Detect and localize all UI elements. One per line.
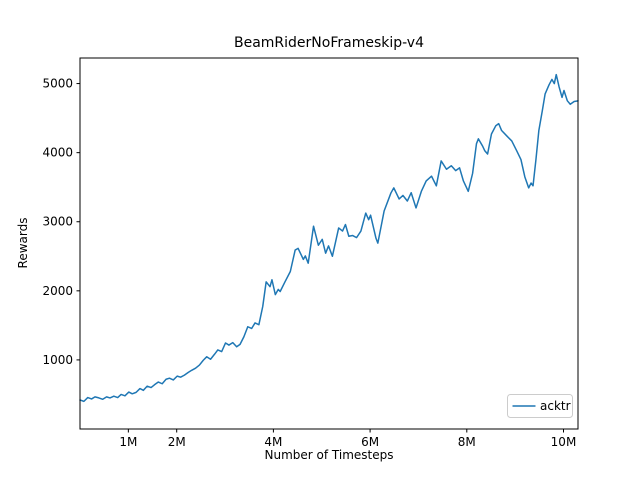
y-tick-label: 4000 bbox=[42, 146, 73, 160]
y-axis-ticks: 1000 2000 3000 4000 5000 bbox=[42, 77, 80, 367]
x-tick-label: 6M bbox=[361, 435, 379, 449]
x-tick-label: 8M bbox=[458, 435, 476, 449]
reward-curve bbox=[79, 73, 579, 403]
y-tick-label: 1000 bbox=[42, 353, 73, 367]
legend: acktr bbox=[507, 394, 573, 418]
x-tick-label: 10M bbox=[551, 435, 577, 449]
x-tick-label: 4M bbox=[264, 435, 282, 449]
x-tick-label: 2M bbox=[168, 435, 186, 449]
y-tick-label: 3000 bbox=[42, 215, 73, 229]
y-axis-label: Rewards bbox=[16, 218, 30, 269]
x-axis-label: Number of Timesteps bbox=[265, 448, 394, 462]
chart-title: BeamRiderNoFrameskip-v4 bbox=[234, 35, 424, 51]
x-axis-ticks: 1M 2M 4M 6M 8M 10M bbox=[119, 429, 576, 449]
legend-box bbox=[507, 394, 573, 418]
x-tick-label: 1M bbox=[119, 435, 137, 449]
y-tick-label: 2000 bbox=[42, 284, 73, 298]
axes-frame bbox=[79, 57, 579, 430]
y-tick-label: 5000 bbox=[42, 77, 73, 91]
plot-background bbox=[80, 58, 578, 429]
legend-label-acktr: acktr bbox=[540, 399, 571, 413]
